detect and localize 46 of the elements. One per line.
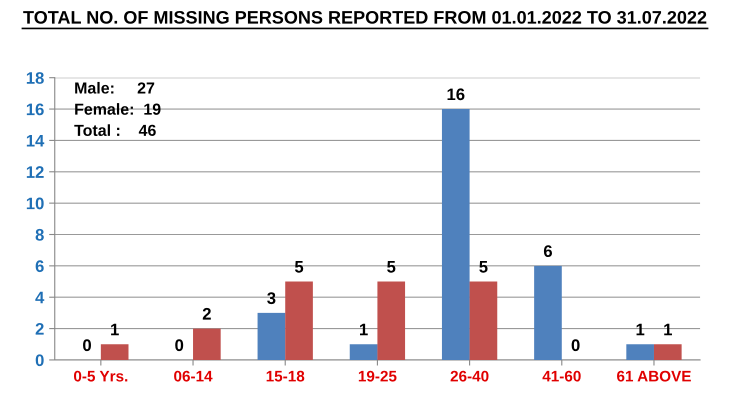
data-label: 1 [360,324,368,336]
y-tick-label: 6 [36,260,44,272]
bar [258,312,286,360]
bar [654,344,682,360]
bar [470,282,498,360]
x-tick-label: 19-25 [358,370,397,382]
data-label: 1 [664,324,672,336]
data-label: 1 [111,324,119,336]
data-label: 2 [202,308,211,320]
x-tick-label: 41-60 [542,370,581,382]
y-tick-label: 0 [36,354,44,366]
data-label: 0 [83,339,91,352]
bar [626,344,654,360]
y-tick-label: 2 [36,322,44,335]
bar [350,344,378,360]
annotation: Total : 46 [74,124,156,136]
chart-title: TOTAL NO. OF MISSING PERSONS REPORTED FROM 01.01.2022 TO 31.07.2022 [23,10,706,24]
y-tick-label: 4 [35,292,44,304]
bar [285,282,313,360]
y-tick-label: 10 [26,198,44,210]
data-label: 5 [294,261,304,273]
x-tick-label: 26-40 [450,370,489,382]
y-tick-label: 8 [36,228,44,241]
bar [534,266,562,360]
data-label: 5 [479,261,488,273]
data-label: 5 [387,261,396,273]
data-label: 16 [448,88,464,100]
annotation: Male: 27 [75,82,154,94]
x-tick-label: 06-14 [174,370,212,382]
bar [100,344,128,360]
y-tick-label: 16 [26,103,44,116]
y-tick-label: 18 [26,72,44,84]
bar [377,282,406,360]
y-tick-label: 14 [26,134,44,146]
data-label: 1 [636,324,644,336]
data-label: 0 [175,339,184,352]
data-label: 0 [572,339,580,352]
data-label: 3 [267,292,276,304]
data-label: 6 [544,245,552,258]
bar [442,109,470,360]
bar [193,328,221,360]
x-tick-label: 0-5 Yrs. [74,370,128,382]
annotation: Female: 19 [75,103,161,115]
x-tick-label: 61 ABOVE [617,370,691,382]
x-tick-label: 15-18 [266,370,304,382]
y-tick-label: 12 [26,166,44,178]
